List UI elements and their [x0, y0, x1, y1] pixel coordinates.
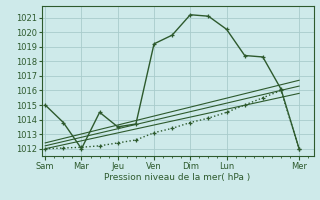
X-axis label: Pression niveau de la mer( hPa ): Pression niveau de la mer( hPa ): [104, 173, 251, 182]
